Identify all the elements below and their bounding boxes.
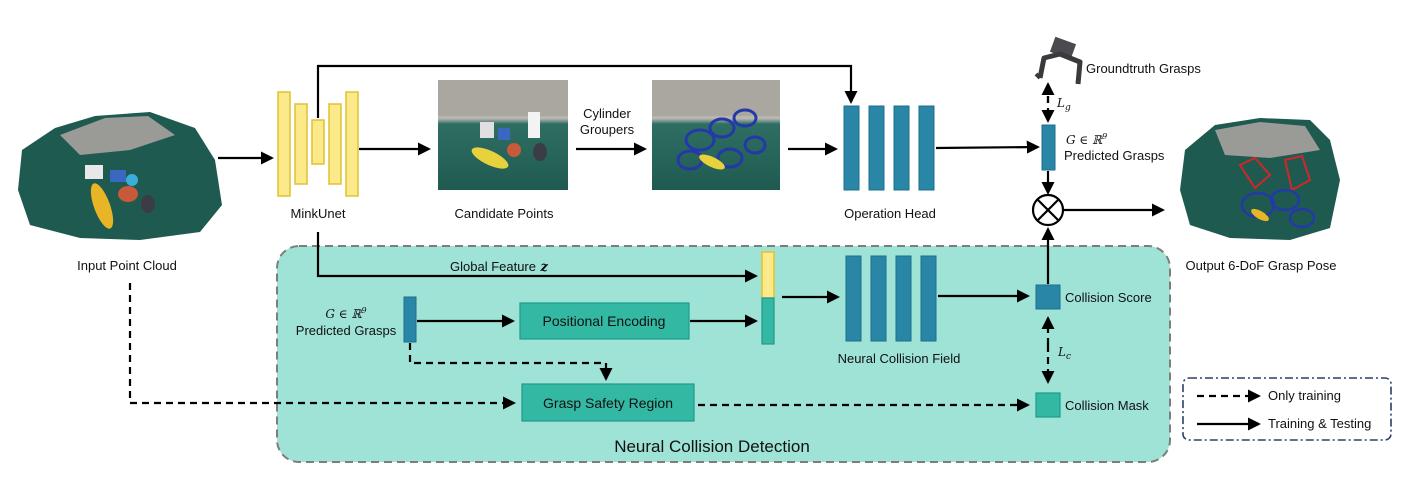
output-pose-image — [1180, 118, 1340, 240]
encoded-grasp-bar — [761, 297, 775, 345]
ncf-layer — [920, 255, 937, 342]
minkunet-layer — [311, 119, 325, 165]
global-feature-label: Global Feature z — [450, 259, 549, 275]
legend: Only training Training & Testing — [1182, 377, 1392, 441]
minkunet-label: MinkUnet — [291, 206, 346, 221]
loss-g-label: Lg — [1056, 96, 1071, 113]
positional-encoding-label: Positional Encoding — [543, 313, 666, 329]
ncf-layer — [895, 255, 912, 342]
ncf-layer — [870, 255, 887, 342]
positional-encoding-box — [519, 302, 690, 340]
collision-mask-box — [1035, 392, 1061, 418]
predicted-grasps-top-math: G ∈ ℝ9 — [1066, 132, 1107, 147]
minkunet-layer — [328, 103, 342, 185]
arrow-input-to-safety-region — [128, 283, 516, 410]
collision-score-box — [1035, 284, 1061, 310]
operation-head-layer — [868, 105, 885, 191]
candidate-points-label: Candidate Points — [454, 206, 554, 221]
gripper-icon — [1034, 36, 1083, 85]
legend-only-training: Only training — [1268, 388, 1341, 403]
operation-head-label: Operation Head — [844, 206, 936, 221]
ncd-title: Neural Collision Detection — [614, 437, 810, 456]
operation-head-layer — [893, 105, 910, 191]
groundtruth-grasps-label: Groundtruth Grasps — [1086, 61, 1201, 76]
minkunet-layer — [294, 103, 308, 185]
cylinder-groupers-label-line2: Groupers — [580, 122, 635, 137]
global-feature-bar — [761, 251, 775, 299]
grasp-safety-region-box — [521, 383, 695, 422]
grasp-safety-region-label: Grasp Safety Region — [543, 395, 673, 411]
multiply-operator-icon — [1031, 193, 1065, 227]
predicted-grasps-top-bar — [1041, 124, 1056, 171]
arrow-skip-to-operation-head — [316, 64, 858, 118]
input-point-cloud-image — [18, 112, 222, 240]
collision-mask-label: Collision Mask — [1065, 398, 1149, 413]
grouped-points-image — [652, 80, 780, 190]
arrow-global-feature — [316, 232, 758, 283]
output-pose-label: Output 6-DoF Grasp Pose — [1185, 258, 1336, 273]
predicted-grasps-top-label: Predicted Grasps — [1064, 148, 1165, 163]
predicted-grasps-left-bar — [403, 296, 417, 343]
predicted-grasps-left-math: G ∈ ℝ9 — [325, 306, 366, 321]
legend-training-testing: Training & Testing — [1268, 416, 1371, 431]
minkunet-layer — [277, 91, 291, 197]
neural-collision-field-label: Neural Collision Field — [838, 351, 961, 366]
minkunet-block — [277, 91, 359, 197]
neural-collision-detection-region — [276, 245, 1171, 463]
operation-head-block — [843, 105, 935, 191]
arrow-operation-head-to-grasps — [935, 140, 1040, 154]
candidate-points-image — [438, 80, 568, 190]
predicted-grasps-left-label: Predicted Grasps — [296, 323, 397, 338]
collision-score-label: Collision Score — [1065, 290, 1152, 305]
loss-c-label: Lc — [1057, 345, 1071, 362]
input-point-cloud-label: Input Point Cloud — [77, 258, 177, 273]
cylinder-groupers-label-line1: Cylinder — [583, 106, 631, 121]
operation-head-layer — [918, 105, 935, 191]
minkunet-layer — [345, 91, 359, 197]
ncf-layer — [845, 255, 862, 342]
neural-collision-field-block — [845, 255, 937, 342]
operation-head-layer — [843, 105, 860, 191]
